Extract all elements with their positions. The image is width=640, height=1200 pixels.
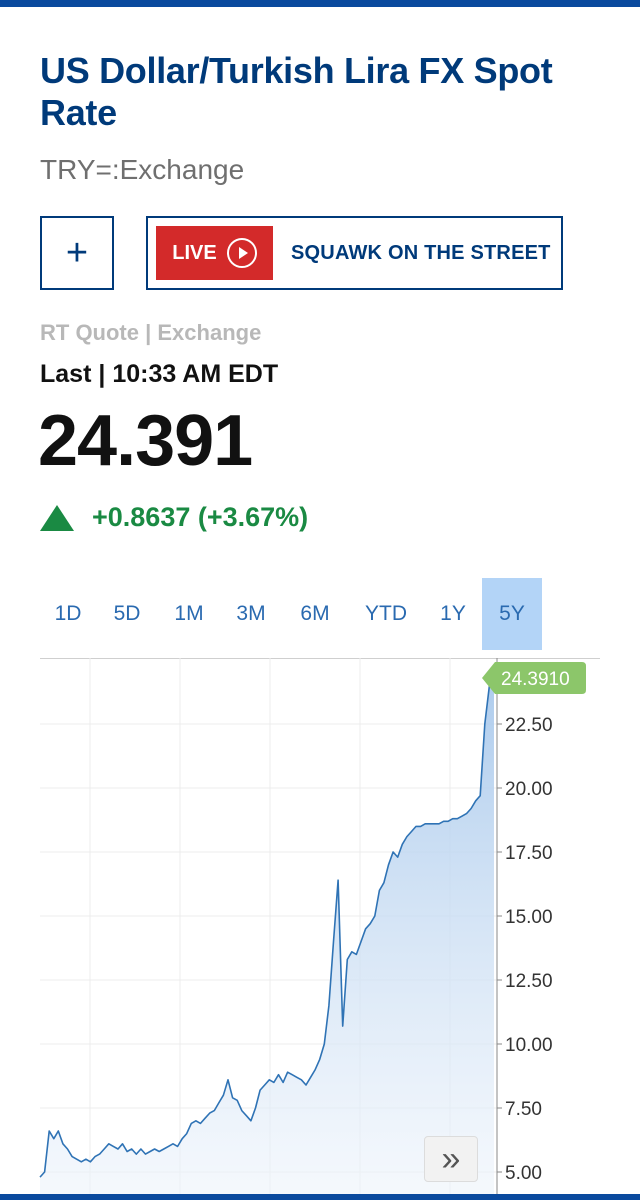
tab-label: 1Y — [440, 602, 466, 625]
expand-chart-button[interactable]: » — [424, 1136, 478, 1182]
play-icon — [226, 238, 257, 268]
page-title: US Dollar/Turkish Lira FX Spot Rate — [40, 50, 553, 133]
price-chart-svg: 22.50 20.00 17.50 15.00 12.50 10.00 7.50 5.00 24… — [39, 658, 600, 1196]
tab-6m[interactable]: 6M — [282, 578, 348, 650]
y-tick-label: 10.00 — [505, 1035, 553, 1056]
tab-label: 1M — [174, 602, 204, 625]
tab-label: 3M — [236, 602, 266, 625]
up-arrow-icon — [40, 504, 74, 531]
current-value-label: 24.3910 — [501, 669, 570, 690]
separator: | — [98, 360, 113, 388]
y-tick-label: 17.50 — [505, 843, 553, 864]
tab-1y[interactable]: 1Y — [424, 578, 482, 650]
last-label: Last — [40, 360, 92, 388]
y-tick-label: 12.50 — [505, 971, 553, 992]
price-change: +0.8637 (+3.67%) — [40, 502, 308, 533]
tab-5y[interactable]: 5Y — [482, 578, 542, 650]
live-stream-button[interactable]: LIVE SQUAWK ON THE STREET — [146, 216, 563, 290]
tab-label: YTD — [365, 602, 407, 625]
bottom-accent-bar — [0, 1194, 640, 1200]
last-price: 24.391 — [38, 401, 253, 481]
price-chart[interactable]: 22.50 20.00 17.50 15.00 12.50 10.00 7.50 5.00 24… — [0, 658, 640, 1196]
live-show-title: SQUAWK ON THE STREET — [291, 241, 551, 264]
change-value: +0.8637 (+3.67%) — [92, 502, 309, 532]
tab-label: 5Y — [499, 602, 525, 625]
plus-icon: + — [65, 231, 89, 274]
tab-ytd[interactable]: YTD — [348, 578, 424, 650]
last-time: 10:33 AM EDT — [112, 360, 279, 388]
current-value-tag — [482, 662, 586, 694]
tab-label: 6M — [300, 602, 330, 625]
double-chevron-right-icon: » — [441, 1140, 461, 1178]
tab-1d[interactable]: 1D — [40, 578, 96, 650]
price-area-fill — [40, 675, 494, 1196]
y-tick-label: 22.50 — [505, 715, 553, 736]
price-series-line — [39, 675, 495, 1178]
time-range-tabs: 1D 5D 1M 3M 6M YTD 1Y 5Y — [40, 578, 542, 650]
tab-5d[interactable]: 5D — [96, 578, 158, 650]
tab-1m[interactable]: 1M — [158, 578, 220, 650]
last-trade-line: Last | 10:33 AM EDT — [40, 360, 278, 389]
tab-label: 1D — [54, 602, 82, 625]
live-label: LIVE — [172, 241, 217, 264]
y-tick-label: 15.00 — [505, 907, 553, 928]
add-to-watchlist-button[interactable]: + — [40, 216, 114, 290]
y-tick-label: 5.00 — [505, 1163, 542, 1184]
live-badge: LIVE — [156, 226, 273, 280]
top-accent-bar — [0, 0, 640, 7]
y-tick-label: 20.00 — [505, 779, 553, 800]
y-tick-label: 7.50 — [505, 1099, 542, 1120]
tab-label: 5D — [113, 602, 141, 625]
ticker-symbol: TRY=:Exchange — [40, 154, 245, 185]
tab-3m[interactable]: 3M — [220, 578, 282, 650]
quote-source: RT Quote | Exchange — [40, 320, 262, 345]
